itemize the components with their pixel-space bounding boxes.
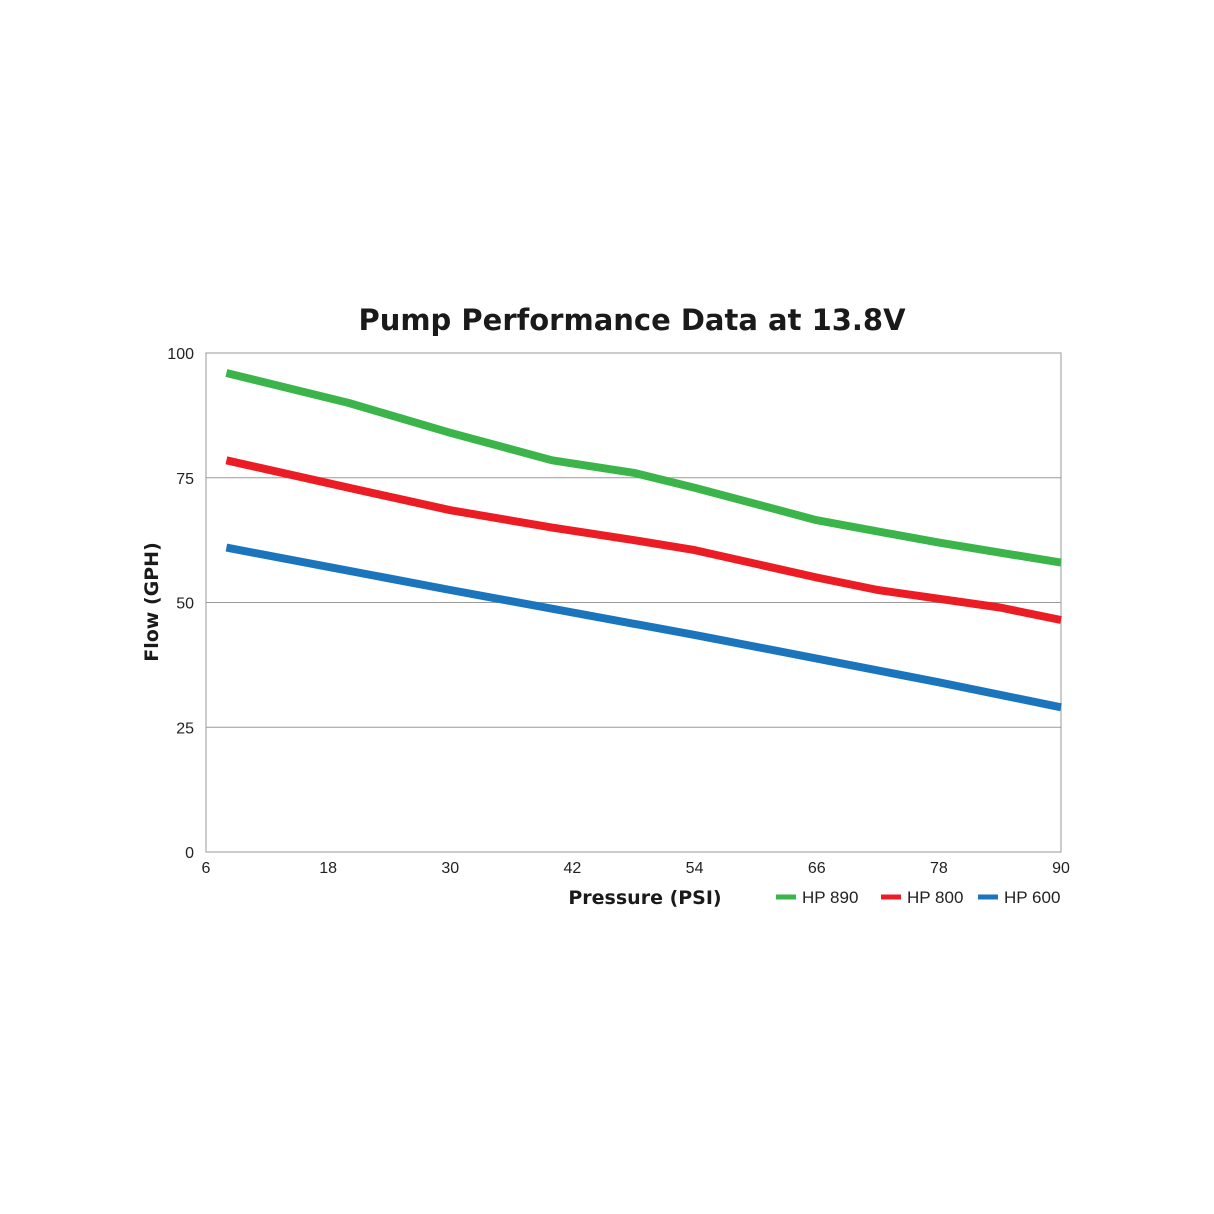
series-line-hp-890 xyxy=(225,369,1062,567)
grid-lines xyxy=(206,477,1061,728)
x-tick-label: 18 xyxy=(319,860,337,877)
x-tick-label: 42 xyxy=(564,860,582,877)
y-tick-label: 25 xyxy=(176,720,194,737)
legend: HP 890 HP 800 HP 600 xyxy=(776,888,1060,907)
x-tick-labels: 6 18 30 42 54 66 78 90 xyxy=(202,860,1070,877)
legend-label-hp-800: HP 800 xyxy=(907,888,963,907)
x-tick-label: 54 xyxy=(686,860,704,877)
plot-frame xyxy=(205,352,1062,853)
x-axis-label: Pressure (PSI) xyxy=(568,887,721,909)
x-tick-label: 6 xyxy=(202,860,211,877)
y-tick-labels: 0 25 50 75 100 xyxy=(167,346,194,862)
x-tick-label: 78 xyxy=(930,860,948,877)
x-tick-label: 66 xyxy=(808,860,826,877)
legend-label-hp-600: HP 600 xyxy=(1004,888,1060,907)
y-tick-label: 0 xyxy=(185,845,194,862)
x-tick-label: 90 xyxy=(1052,860,1070,877)
legend-label-hp-890: HP 890 xyxy=(802,888,858,907)
y-tick-label: 75 xyxy=(176,471,194,488)
series-line-hp-800 xyxy=(225,456,1062,624)
series-line-hp-600 xyxy=(225,543,1062,712)
y-tick-label: 50 xyxy=(176,596,194,613)
x-tick-label: 30 xyxy=(441,860,459,877)
chart-title: Pump Performance Data at 13.8V xyxy=(358,303,906,337)
y-tick-label: 100 xyxy=(167,346,194,363)
series-lines xyxy=(225,369,1062,712)
y-axis-label: Flow (GPH) xyxy=(141,542,163,662)
